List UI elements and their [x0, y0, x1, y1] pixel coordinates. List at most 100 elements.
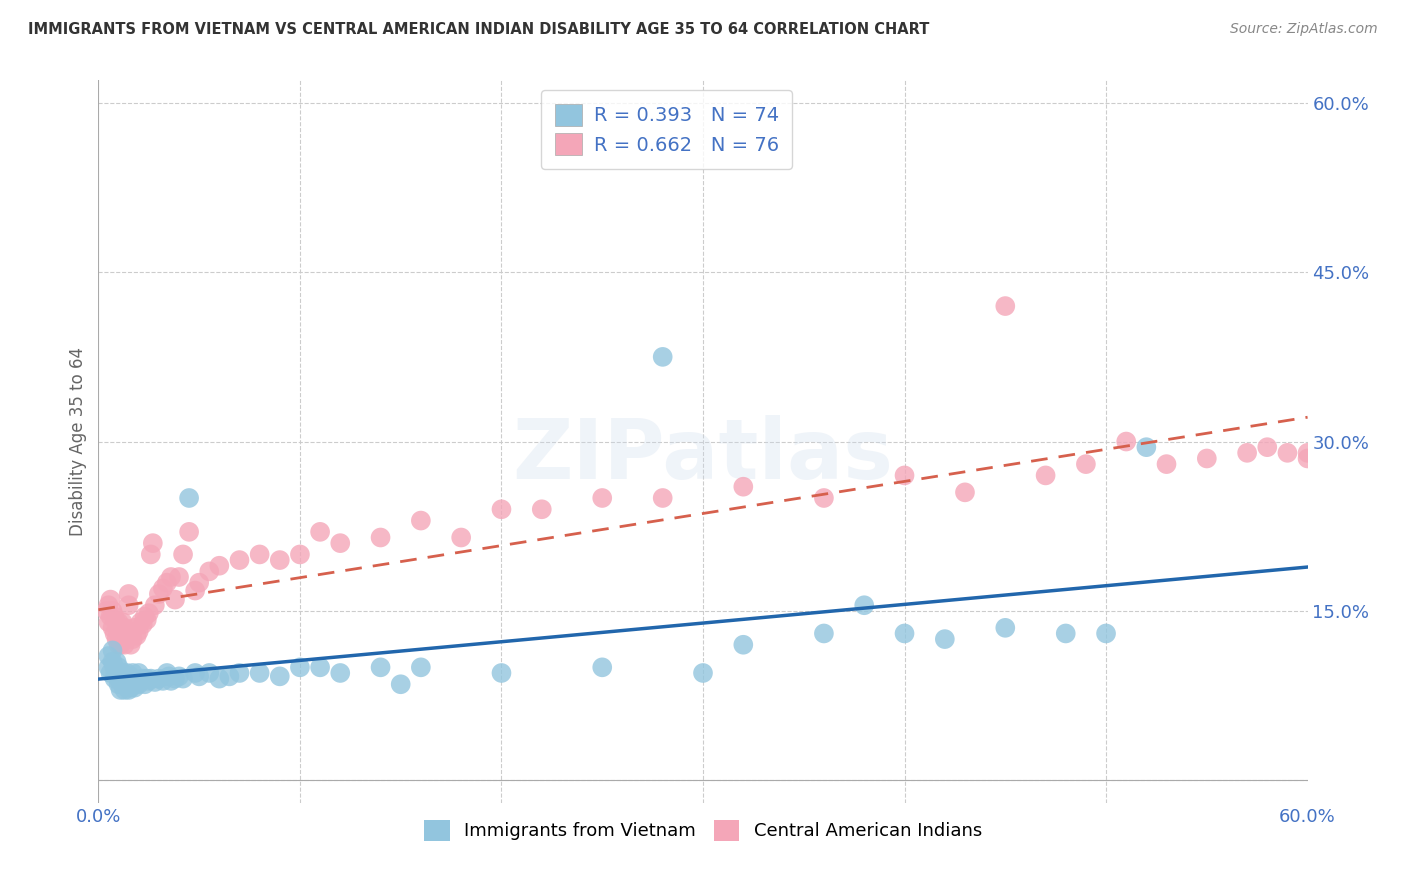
Point — [129, 673, 152, 688]
Point — [118, 682, 141, 697]
Point — [309, 524, 332, 539]
Point — [692, 665, 714, 680]
Point — [409, 660, 432, 674]
Point — [120, 638, 142, 652]
Point — [1296, 446, 1319, 460]
Point — [128, 665, 150, 680]
Point — [651, 350, 673, 364]
Point — [101, 621, 124, 635]
Point — [120, 669, 142, 683]
Point — [135, 613, 157, 627]
Point — [591, 660, 613, 674]
Point — [1195, 451, 1218, 466]
Point — [409, 514, 432, 528]
Point — [1054, 626, 1077, 640]
Point — [107, 665, 129, 680]
Point — [121, 632, 143, 646]
Point — [97, 660, 120, 674]
Point — [115, 665, 138, 680]
Point — [370, 660, 392, 674]
Point — [370, 531, 392, 545]
Point — [184, 583, 207, 598]
Point — [97, 599, 120, 613]
Point — [139, 548, 162, 562]
Point — [138, 606, 160, 620]
Point — [101, 655, 124, 669]
Point — [110, 621, 132, 635]
Point — [103, 626, 125, 640]
Point — [160, 570, 183, 584]
Point — [813, 491, 835, 505]
Point — [103, 672, 125, 686]
Point — [100, 609, 122, 624]
Point — [124, 681, 146, 695]
Point — [114, 672, 136, 686]
Text: ZIPatlas: ZIPatlas — [513, 416, 893, 497]
Point — [853, 599, 876, 613]
Legend: Immigrants from Vietnam, Central American Indians: Immigrants from Vietnam, Central America… — [418, 813, 988, 848]
Point — [591, 491, 613, 505]
Point — [100, 592, 122, 607]
Point — [733, 480, 755, 494]
Point — [1074, 457, 1097, 471]
Point — [134, 677, 156, 691]
Point — [110, 672, 132, 686]
Point — [329, 536, 352, 550]
Point — [163, 672, 186, 686]
Point — [269, 553, 291, 567]
Point — [228, 553, 250, 567]
Point — [135, 672, 157, 686]
Point — [389, 677, 412, 691]
Text: IMMIGRANTS FROM VIETNAM VS CENTRAL AMERICAN INDIAN DISABILITY AGE 35 TO 64 CORRE: IMMIGRANTS FROM VIETNAM VS CENTRAL AMERI… — [28, 22, 929, 37]
Point — [110, 682, 132, 697]
Point — [143, 599, 166, 613]
Point — [160, 673, 183, 688]
Point — [152, 582, 174, 596]
Point — [103, 609, 125, 624]
Point — [208, 672, 231, 686]
Point — [179, 491, 201, 505]
Point — [249, 548, 271, 562]
Point — [118, 587, 141, 601]
Point — [491, 665, 513, 680]
Point — [228, 665, 250, 680]
Point — [172, 548, 194, 562]
Point — [491, 502, 513, 516]
Point — [530, 502, 553, 516]
Point — [134, 609, 156, 624]
Point — [107, 677, 129, 691]
Point — [188, 575, 211, 590]
Point — [111, 615, 134, 630]
Point — [105, 632, 128, 646]
Point — [132, 617, 155, 632]
Point — [111, 632, 134, 646]
Point — [100, 665, 122, 680]
Point — [107, 615, 129, 630]
Point — [152, 673, 174, 688]
Point — [128, 624, 150, 639]
Point — [157, 669, 180, 683]
Point — [309, 660, 332, 674]
Point — [114, 638, 136, 652]
Point — [125, 629, 148, 643]
Point — [114, 682, 136, 697]
Point — [156, 575, 179, 590]
Point — [179, 524, 201, 539]
Point — [934, 632, 956, 646]
Point — [813, 626, 835, 640]
Point — [288, 548, 311, 562]
Point — [184, 665, 207, 680]
Point — [101, 643, 124, 657]
Point — [1277, 446, 1299, 460]
Point — [107, 672, 129, 686]
Point — [1236, 446, 1258, 460]
Point — [120, 681, 142, 695]
Point — [97, 615, 120, 630]
Point — [107, 626, 129, 640]
Point — [1035, 468, 1057, 483]
Point — [148, 587, 170, 601]
Point — [167, 669, 190, 683]
Point — [115, 632, 138, 646]
Point — [208, 558, 231, 573]
Point — [129, 615, 152, 630]
